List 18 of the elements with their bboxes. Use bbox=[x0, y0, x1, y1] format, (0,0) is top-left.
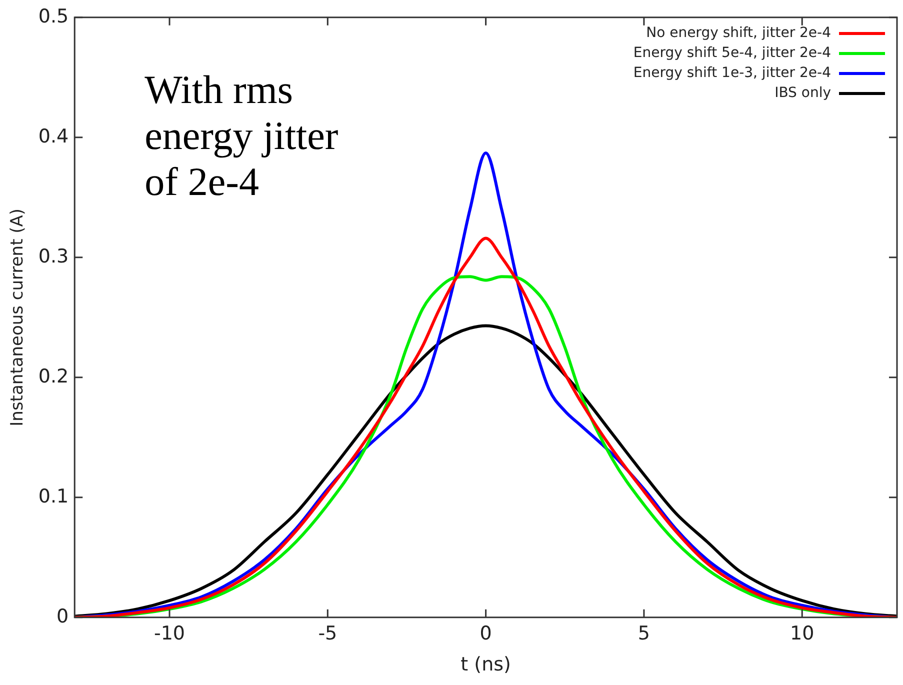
legend-label: Energy shift 1e-3, jitter 2e-4 bbox=[633, 64, 831, 84]
y-tick-label: 0 bbox=[56, 605, 69, 628]
y-tick-label: 0.4 bbox=[38, 125, 69, 148]
y-tick-label: 0.5 bbox=[38, 5, 69, 28]
legend-label: Energy shift 5e-4, jitter 2e-4 bbox=[633, 44, 831, 64]
legend-label: No energy shift, jitter 2e-4 bbox=[646, 24, 831, 44]
x-axis-title: t (ns) bbox=[460, 654, 511, 676]
annotation: With rms energy jitter of 2e-4 bbox=[144, 67, 340, 206]
y-axis-title: Instantaneous current (A) bbox=[8, 208, 28, 426]
y-tick-label: 0.2 bbox=[38, 365, 69, 388]
legend-label: IBS only bbox=[774, 84, 831, 104]
x-tick-label: 0 bbox=[480, 622, 492, 645]
y-tick-label: 0.3 bbox=[38, 245, 69, 268]
y-tick-label: 0.1 bbox=[38, 485, 69, 508]
x-tick-label: -10 bbox=[154, 622, 186, 645]
x-tick-label: -5 bbox=[318, 622, 338, 645]
x-tick-label: 5 bbox=[638, 622, 650, 645]
x-tick-label: 10 bbox=[790, 622, 814, 645]
